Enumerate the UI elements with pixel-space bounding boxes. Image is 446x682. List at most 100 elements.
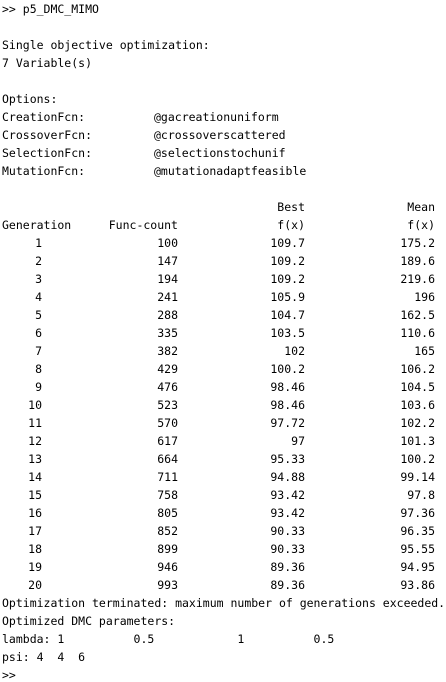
generation-cell: 14 bbox=[28, 470, 42, 484]
mean-header: f(x) bbox=[407, 218, 435, 232]
option-value: @selectionstochunif bbox=[154, 146, 286, 160]
func-count-cell: 194 bbox=[157, 272, 178, 286]
func-count-cell: 711 bbox=[157, 470, 178, 484]
mean-fx-cell: 95.55 bbox=[400, 542, 435, 556]
options-heading: Options: bbox=[2, 92, 58, 106]
func-count-cell: 852 bbox=[157, 524, 178, 538]
generation-cell: 3 bbox=[35, 272, 42, 286]
generation-cell: 12 bbox=[28, 434, 42, 448]
generation-cell: 2 bbox=[35, 254, 42, 268]
best-fx-cell: 98.46 bbox=[270, 380, 305, 394]
option-name: MutationFcn: bbox=[2, 164, 86, 178]
func-count-cell: 382 bbox=[157, 344, 178, 358]
best-header-top: Best bbox=[277, 200, 305, 214]
option-value: @crossoverscattered bbox=[154, 128, 286, 142]
generation-cell: 15 bbox=[28, 488, 42, 502]
best-fx-cell: 109.2 bbox=[270, 254, 305, 268]
best-fx-cell: 102 bbox=[284, 344, 305, 358]
best-fx-cell: 93.42 bbox=[270, 488, 305, 502]
generation-cell: 10 bbox=[28, 398, 42, 412]
func-count-cell: 617 bbox=[157, 434, 178, 448]
option-value: @gacreationuniform bbox=[154, 110, 279, 124]
mean-fx-cell: 102.2 bbox=[400, 416, 435, 430]
best-fx-cell: 94.88 bbox=[270, 470, 305, 484]
mean-fx-cell: 103.6 bbox=[400, 398, 435, 412]
func-count-cell: 805 bbox=[157, 506, 178, 520]
generation-header: Generation bbox=[2, 218, 72, 232]
generation-cell: 17 bbox=[28, 524, 42, 538]
table-header-top: Best Mean bbox=[2, 198, 435, 216]
mean-fx-cell: 97.8 bbox=[407, 488, 435, 502]
generation-cell: 1 bbox=[35, 236, 42, 250]
best-fx-cell: 103.5 bbox=[270, 326, 305, 340]
mean-fx-cell: 100.2 bbox=[400, 452, 435, 466]
best-fx-cell: 89.36 bbox=[270, 560, 305, 574]
func-count-cell: 758 bbox=[157, 488, 178, 502]
mean-fx-cell: 165 bbox=[414, 344, 435, 358]
func-count-cell: 100 bbox=[157, 236, 178, 250]
generation-cell: 7 bbox=[35, 344, 42, 358]
best-fx-cell: 105.9 bbox=[270, 290, 305, 304]
best-fx-cell: 95.33 bbox=[270, 452, 305, 466]
option-name: SelectionFcn: bbox=[2, 146, 93, 160]
generation-cell: 19 bbox=[28, 560, 42, 574]
func-count-cell: 946 bbox=[157, 560, 178, 574]
func-count-cell: 664 bbox=[157, 452, 178, 466]
func-count-cell: 523 bbox=[157, 398, 178, 412]
psi-line: psi: 4 4 6 bbox=[2, 650, 86, 664]
mean-fx-cell: 93.86 bbox=[400, 578, 435, 592]
best-fx-cell: 104.7 bbox=[270, 308, 305, 322]
best-fx-cell: 90.33 bbox=[270, 524, 305, 538]
best-header: f(x) bbox=[277, 218, 305, 232]
mean-fx-cell: 96.35 bbox=[400, 524, 435, 538]
generation-cell: 16 bbox=[28, 506, 42, 520]
objective-text: Single objective optimization: bbox=[2, 38, 210, 52]
option-name: CrossoverFcn: bbox=[2, 128, 93, 142]
option-value: @mutationadaptfeasible bbox=[154, 164, 307, 178]
mean-fx-cell: 106.2 bbox=[400, 362, 435, 376]
best-fx-cell: 97 bbox=[291, 434, 305, 448]
func-count-cell: 147 bbox=[157, 254, 178, 268]
lambda-line: lambda: 1 0.5 1 0.5 bbox=[2, 632, 335, 646]
best-fx-cell: 90.33 bbox=[270, 542, 305, 556]
mean-fx-cell: 94.95 bbox=[400, 560, 435, 574]
mean-fx-cell: 189.6 bbox=[400, 254, 435, 268]
mean-fx-cell: 219.6 bbox=[400, 272, 435, 286]
generation-cell: 11 bbox=[28, 416, 42, 430]
command-prompt[interactable]: >> bbox=[2, 668, 16, 682]
func-count-cell: 335 bbox=[157, 326, 178, 340]
func-count-cell: 993 bbox=[157, 578, 178, 592]
func-count-cell: 288 bbox=[157, 308, 178, 322]
generation-cell: 4 bbox=[35, 290, 42, 304]
func-count-cell: 429 bbox=[157, 362, 178, 376]
mean-fx-cell: 99.14 bbox=[400, 470, 435, 484]
mean-fx-cell: 196 bbox=[414, 290, 435, 304]
best-fx-cell: 109.2 bbox=[270, 272, 305, 286]
mean-fx-cell: 162.5 bbox=[400, 308, 435, 322]
mean-header-top: Mean bbox=[407, 200, 435, 214]
mean-fx-cell: 97.36 bbox=[400, 506, 435, 520]
best-fx-cell: 97.72 bbox=[270, 416, 305, 430]
params-heading: Optimized DMC parameters: bbox=[2, 614, 176, 628]
best-fx-cell: 93.42 bbox=[270, 506, 305, 520]
best-fx-cell: 98.46 bbox=[270, 398, 305, 412]
generation-cell: 18 bbox=[28, 542, 42, 556]
generation-cell: 8 bbox=[35, 362, 42, 376]
mean-fx-cell: 101.3 bbox=[400, 434, 435, 448]
best-fx-cell: 89.36 bbox=[270, 578, 305, 592]
mean-fx-cell: 175.2 bbox=[400, 236, 435, 250]
generation-cell: 20 bbox=[28, 578, 42, 592]
table-header: Generation Func-count f(x) f(x) bbox=[2, 216, 435, 234]
best-fx-cell: 100.2 bbox=[270, 362, 305, 376]
option-name: CreationFcn: bbox=[2, 110, 86, 124]
generation-cell: 5 bbox=[35, 308, 42, 322]
generation-cell: 9 bbox=[35, 380, 42, 394]
generation-cell: 13 bbox=[28, 452, 42, 466]
func-count-header: Func-count bbox=[108, 218, 178, 232]
func-count-cell: 476 bbox=[157, 380, 178, 394]
func-count-cell: 241 bbox=[157, 290, 178, 304]
func-count-cell: 899 bbox=[157, 542, 178, 556]
variables-text: 7 Variable(s) bbox=[2, 56, 93, 70]
command-line: >> p5_DMC_MIMO bbox=[2, 2, 99, 16]
